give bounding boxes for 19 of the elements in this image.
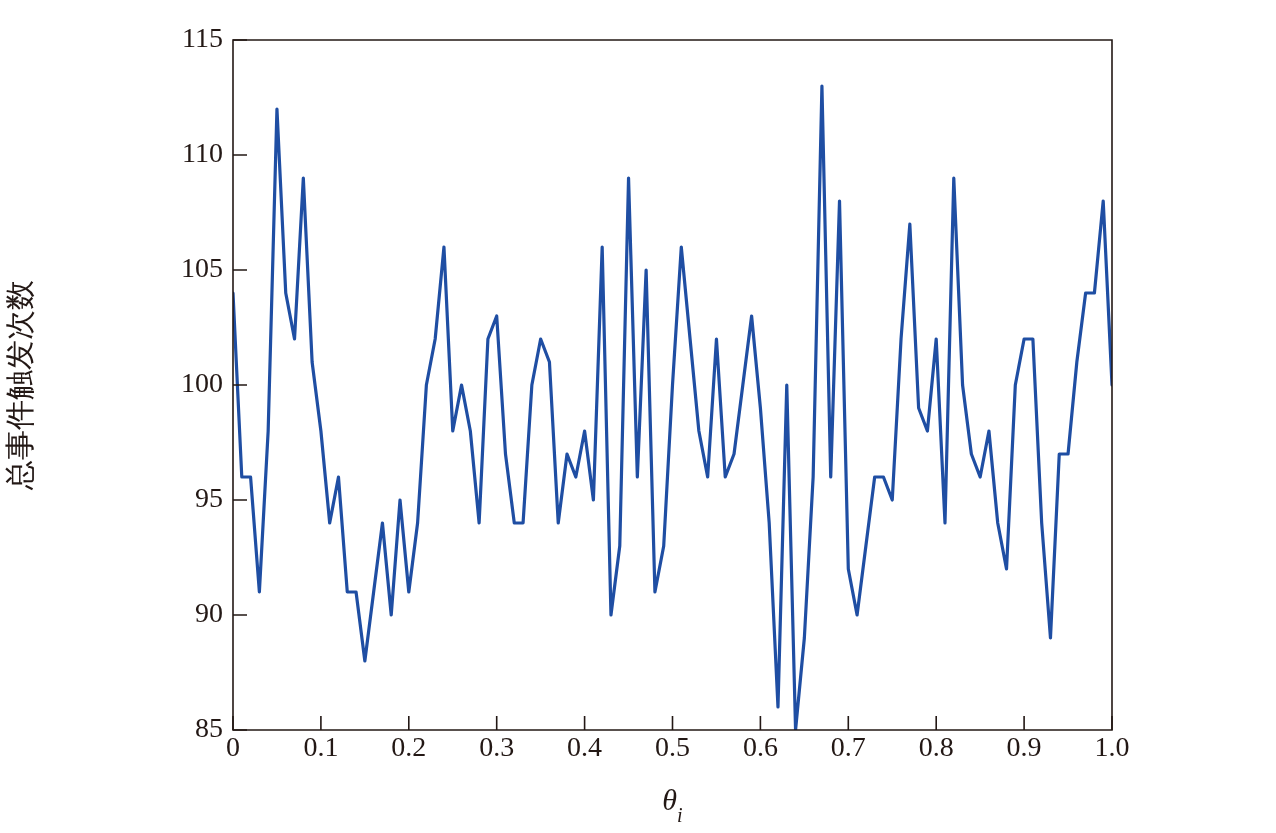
y-tick-label: 110 <box>182 137 223 169</box>
x-tick-label: 0.6 <box>742 731 778 763</box>
y-tick-label: 85 <box>195 712 223 744</box>
y-tick-label: 95 <box>195 482 223 514</box>
x-tick-label: 0.4 <box>567 731 603 763</box>
x-tick-label: 0.8 <box>918 731 954 763</box>
x-tick-label: 1.0 <box>1094 731 1130 763</box>
x-tick-label: 0.3 <box>479 731 515 763</box>
x-tick-label: 0.1 <box>303 731 339 763</box>
x-tick-label: 0.5 <box>655 731 690 763</box>
x-tick-label: 0 <box>226 731 240 763</box>
y-tick-label: 105 <box>181 252 223 284</box>
y-axis-title: 总事件触发次数 <box>2 280 36 491</box>
x-tick-label: 0.9 <box>1006 731 1042 763</box>
x-tick-label: 0.2 <box>391 731 427 763</box>
y-tick-label: 90 <box>195 597 223 629</box>
x-tick-label: 0.7 <box>830 731 866 763</box>
y-tick-label: 100 <box>181 367 223 399</box>
y-tick-label: 115 <box>182 22 223 54</box>
